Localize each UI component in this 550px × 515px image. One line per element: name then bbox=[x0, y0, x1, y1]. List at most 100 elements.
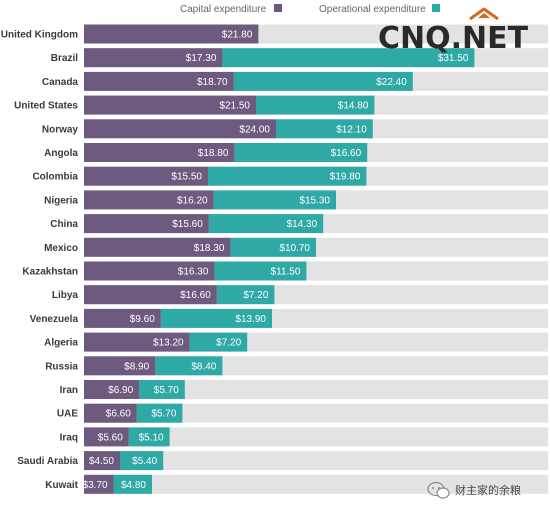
bar-capital-united-states bbox=[84, 95, 256, 115]
bar-track-saudi-arabia bbox=[84, 451, 548, 471]
bar-capital-china bbox=[84, 214, 209, 234]
wechat-icon bbox=[427, 481, 450, 499]
value-label-operational-colombia: $19.80 bbox=[330, 172, 361, 183]
bar-operational-norway bbox=[276, 119, 373, 139]
bar-capital-russia bbox=[84, 356, 156, 376]
category-label-mexico: Mexico bbox=[44, 243, 78, 254]
value-label-capital-russia: $8.90 bbox=[124, 361, 149, 372]
value-label-operational-brazil: $31.50 bbox=[438, 53, 469, 64]
category-label-saudi-arabia: Saudi Arabia bbox=[17, 456, 78, 467]
bar-capital-united-kingdom bbox=[84, 24, 259, 44]
bar-capital-venezuela bbox=[84, 308, 161, 328]
bar-operational-russia bbox=[155, 356, 223, 376]
value-label-operational-kazakhstan: $11.50 bbox=[271, 267, 301, 278]
legend-swatch-operational bbox=[432, 4, 440, 12]
category-label-canada: Canada bbox=[42, 77, 79, 88]
category-label-angola: Angola bbox=[44, 148, 78, 159]
value-label-capital-saudi-arabia: $4.50 bbox=[89, 456, 114, 467]
value-label-operational-iraq: $5.10 bbox=[139, 432, 164, 443]
category-label-norway: Norway bbox=[42, 124, 79, 135]
bar-capital-nigeria bbox=[84, 190, 214, 210]
bar-capital-norway bbox=[84, 119, 276, 139]
bar-capital-kuwait bbox=[84, 474, 114, 494]
value-label-operational-angola: $16.60 bbox=[331, 148, 362, 159]
legend-label-operational: Operational expenditure bbox=[319, 4, 426, 15]
bar-capital-brazil bbox=[84, 48, 223, 68]
bar-capital-kazakhstan bbox=[84, 261, 215, 281]
bar-capital-algeria bbox=[84, 332, 190, 352]
value-labels: $21.80 $31.50 $17.30 $22.40 $18.70 $14.80 $21.… bbox=[83, 30, 469, 491]
value-label-capital-iraq: $5.60 bbox=[98, 432, 123, 443]
bar-track-iraq bbox=[84, 427, 548, 447]
category-label-libya: Libya bbox=[52, 290, 79, 301]
bar-capital-iraq bbox=[84, 427, 129, 447]
value-label-operational-iran: $5.70 bbox=[154, 385, 179, 396]
value-label-capital-kazakhstan: $16.30 bbox=[178, 267, 209, 278]
bar-track-uae bbox=[84, 403, 548, 423]
bar-operational-saudi-arabia bbox=[120, 451, 164, 471]
value-label-operational-libya: $7.20 bbox=[243, 290, 268, 301]
value-label-operational-china: $14.30 bbox=[287, 219, 318, 230]
value-label-operational-algeria: $7.20 bbox=[216, 338, 241, 349]
bar-capital-mexico bbox=[84, 237, 231, 257]
value-label-capital-uae: $6.60 bbox=[106, 409, 131, 420]
value-label-operational-russia: $8.40 bbox=[191, 361, 216, 372]
bar-operational-canada bbox=[233, 71, 413, 91]
category-label-kazakhstan: Kazakhstan bbox=[22, 267, 78, 278]
value-label-capital-brazil: $17.30 bbox=[186, 53, 217, 64]
value-label-capital-angola: $18.80 bbox=[198, 148, 229, 159]
value-label-capital-algeria: $13.20 bbox=[153, 338, 184, 349]
category-label-iran: Iran bbox=[60, 385, 78, 396]
bar-operational-mexico bbox=[230, 237, 316, 257]
category-label-colombia: Colombia bbox=[32, 172, 78, 183]
value-label-operational-canada: $22.40 bbox=[376, 77, 407, 88]
value-label-operational-kuwait: $4.80 bbox=[121, 480, 146, 491]
cnq-watermark: CNQ.NET bbox=[378, 7, 529, 56]
value-label-operational-uae: $5.70 bbox=[151, 409, 176, 420]
value-label-operational-norway: $12.10 bbox=[336, 124, 367, 135]
legend: Capital expenditure Operational expenditu… bbox=[180, 4, 440, 15]
value-label-capital-china: $15.60 bbox=[172, 219, 203, 230]
category-label-brazil: Brazil bbox=[51, 53, 78, 64]
value-label-capital-nigeria: $16.20 bbox=[177, 195, 208, 206]
footer-watermark-text: 财主家的余粮 bbox=[455, 483, 521, 497]
legend-label-capital: Capital expenditure bbox=[180, 4, 267, 15]
category-label-nigeria: Nigeria bbox=[44, 195, 78, 206]
value-label-capital-venezuela: $9.60 bbox=[130, 314, 155, 325]
bar-operational-libya bbox=[216, 285, 275, 305]
value-label-capital-colombia: $15.50 bbox=[171, 172, 202, 183]
category-labels: United Kingdom Brazil Canada United States N… bbox=[1, 30, 79, 491]
category-label-united-kingdom: United Kingdom bbox=[1, 30, 78, 41]
bar-track-iran bbox=[84, 380, 548, 399]
footer-watermark: 财主家的余粮 bbox=[427, 481, 521, 499]
bar-capital-saudi-arabia bbox=[84, 451, 120, 471]
category-label-china: China bbox=[50, 219, 78, 230]
bar-operational-united-states bbox=[256, 95, 375, 115]
bar-capital-uae bbox=[84, 403, 137, 423]
value-label-capital-kuwait: $3.70 bbox=[83, 480, 108, 491]
value-label-capital-united-kingdom: $21.80 bbox=[222, 30, 253, 41]
value-label-operational-mexico: $10.70 bbox=[279, 243, 310, 254]
legend-swatch-capital bbox=[274, 4, 282, 12]
value-label-operational-nigeria: $15.30 bbox=[299, 195, 330, 206]
category-label-algeria: Algeria bbox=[44, 338, 78, 349]
category-label-united-states: United States bbox=[14, 101, 78, 112]
roof-icon bbox=[469, 7, 499, 21]
bar-operational-algeria bbox=[189, 332, 248, 352]
bar-operational-venezuela bbox=[160, 308, 272, 328]
bar-operational-iran bbox=[139, 380, 185, 399]
category-label-iraq: Iraq bbox=[60, 432, 78, 443]
category-label-kuwait: Kuwait bbox=[45, 480, 78, 491]
value-label-operational-united-states: $14.80 bbox=[338, 101, 369, 112]
watermark-logo-text: CNQ.NET bbox=[378, 21, 529, 56]
bar-capital-libya bbox=[84, 285, 217, 305]
bar-capital-canada bbox=[84, 71, 234, 91]
bar-operational-colombia bbox=[208, 166, 367, 186]
bar-operational-brazil bbox=[222, 48, 475, 68]
value-label-operational-saudi-arabia: $5.40 bbox=[132, 456, 157, 467]
value-label-capital-norway: $24.00 bbox=[239, 124, 270, 135]
bar-capital-iran bbox=[84, 380, 140, 399]
category-label-russia: Russia bbox=[45, 361, 78, 372]
value-label-capital-iran: $6.90 bbox=[108, 385, 133, 396]
